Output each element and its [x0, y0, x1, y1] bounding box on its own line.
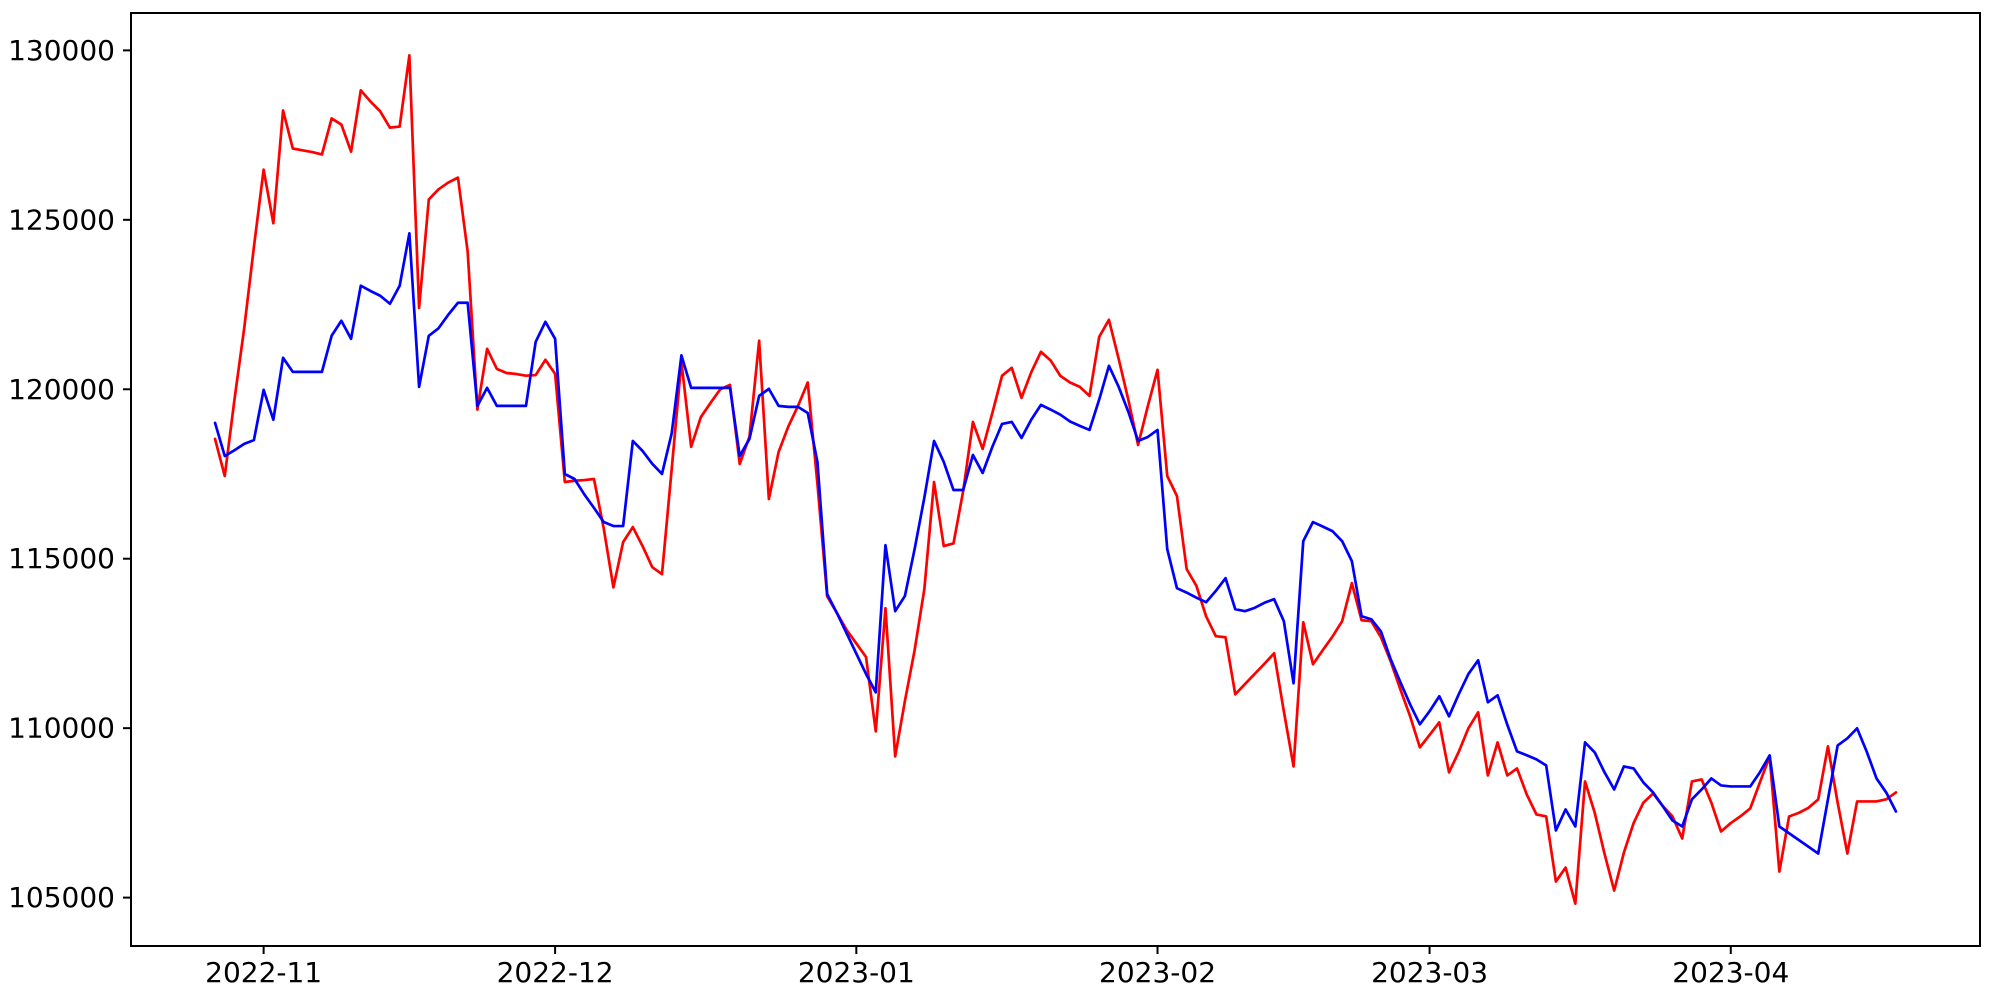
x-tick-label: 2022-12: [497, 956, 614, 989]
y-tick-label: 130000: [8, 34, 115, 67]
x-tick-label: 2023-04: [1672, 956, 1789, 989]
y-tick-label: 110000: [8, 712, 115, 745]
blue-series-line: [213, 232, 1898, 855]
x-tick-label: 2022-11: [205, 956, 322, 989]
x-tick-label: 2023-02: [1099, 956, 1216, 989]
x-tick-label: 2023-03: [1371, 956, 1488, 989]
plot-border: [130, 12, 1981, 947]
x-tick-label: 2023-01: [798, 956, 915, 989]
y-tick-label: 105000: [8, 881, 115, 914]
y-tick-label: 115000: [8, 542, 115, 575]
red-series-line: [213, 54, 1898, 905]
y-tick-label: 125000: [8, 203, 115, 236]
y-tick-label: 120000: [8, 373, 115, 406]
